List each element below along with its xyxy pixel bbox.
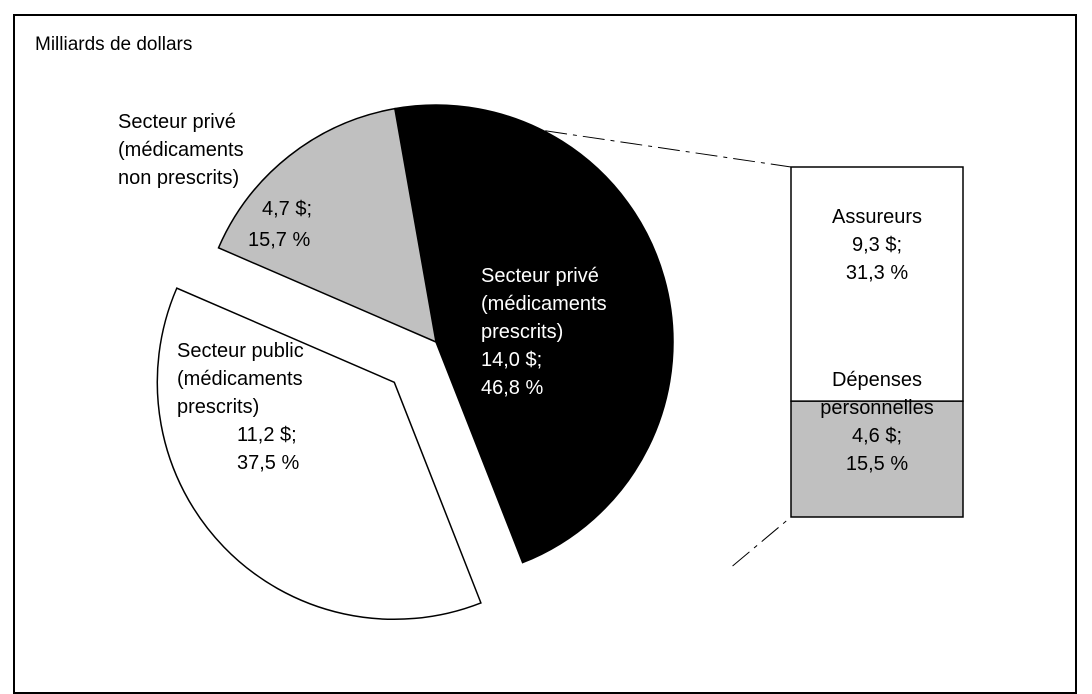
- slice-value-prive-non-prescrits: 4,7 $;: [262, 195, 312, 223]
- pie-chart: [156, 104, 964, 621]
- slice-label-line: (médicaments: [118, 139, 244, 161]
- slice-percent: 15,7 %: [248, 229, 311, 251]
- bar-value: 4,6 $;: [851, 425, 903, 447]
- slice-label-line: (médicaments: [177, 368, 303, 390]
- slice-label-line: non prescrits): [118, 167, 240, 189]
- slice-percent: 37,5 %: [237, 452, 300, 474]
- slice-label-line: Secteur privé: [481, 265, 599, 287]
- slice-percent-prive-non-prescrits: 15,7 %: [248, 226, 310, 254]
- bar-segment-depenses-personnelles: [790, 400, 964, 518]
- bar-label-assureurs: Assureurs 9,3 $; 31,3 %: [791, 203, 963, 287]
- slice-label-line: prescrits): [177, 396, 260, 418]
- slice-value: 4,7 $;: [262, 198, 313, 220]
- connector-line-bottom: [732, 516, 792, 567]
- bar-segment-assureurs: [790, 166, 964, 402]
- slice-label-prive-prescrits: Secteur privé (médicaments prescrits) 14…: [481, 262, 607, 402]
- slice-public-prescrits: [156, 287, 482, 621]
- bar-percent: 15,5 %: [845, 453, 909, 475]
- slice-label-public-prescrits: Secteur public (médicaments prescrits) 1…: [177, 337, 304, 477]
- slice-prive-non-prescrits: [217, 107, 437, 344]
- slice-percent: 46,8 %: [481, 377, 544, 399]
- slice-label-line: prescrits): [481, 321, 564, 343]
- bar-label-line: Assureurs: [831, 206, 923, 228]
- bar-percent: 31,3 %: [845, 262, 909, 284]
- slice-label-line: (médicaments: [481, 293, 607, 315]
- bar-label-depenses-personnelles: Dépenses personnelles 4,6 $; 15,5 %: [791, 366, 963, 478]
- bar-label-line: Dépenses: [831, 369, 923, 391]
- bar-label-line: personnelles: [820, 397, 934, 419]
- slice-label-prive-non-prescrits: Secteur privé (médicaments non prescrits…: [118, 108, 244, 192]
- slice-value: 14,0 $;: [481, 349, 543, 371]
- slice-label-line: Secteur privé: [118, 111, 236, 133]
- unit-label: Milliards de dollars: [35, 34, 193, 55]
- slice-prive-prescrits: [393, 104, 674, 564]
- bar-value: 9,3 $;: [851, 234, 903, 256]
- slice-value: 11,2 $;: [237, 424, 297, 446]
- slice-label-line: Secteur public: [177, 340, 304, 362]
